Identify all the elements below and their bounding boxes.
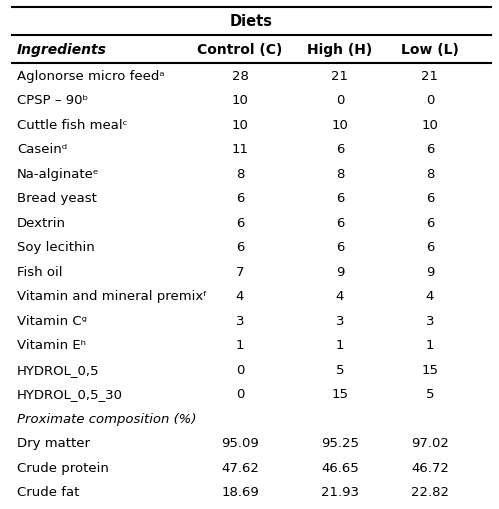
Text: 8: 8 — [426, 167, 434, 180]
Text: 3: 3 — [236, 314, 244, 327]
Text: 4: 4 — [426, 290, 434, 303]
Text: 10: 10 — [232, 94, 249, 107]
Text: 4: 4 — [336, 290, 344, 303]
Text: 5: 5 — [426, 387, 434, 401]
Text: 6: 6 — [236, 192, 244, 205]
Text: Crude protein: Crude protein — [17, 461, 109, 474]
Text: Vitamin Eʰ: Vitamin Eʰ — [17, 338, 86, 352]
Text: Soy lecithin: Soy lecithin — [17, 241, 95, 254]
Text: 1: 1 — [236, 338, 244, 352]
Text: Fish oil: Fish oil — [17, 265, 62, 278]
Text: 6: 6 — [336, 241, 344, 254]
Text: 6: 6 — [426, 143, 434, 156]
Text: Ingredients: Ingredients — [17, 43, 107, 57]
Text: 3: 3 — [336, 314, 344, 327]
Text: Na-alginateᵉ: Na-alginateᵉ — [17, 167, 99, 180]
Text: 21: 21 — [331, 70, 348, 82]
Text: 1: 1 — [426, 338, 434, 352]
Text: 6: 6 — [336, 216, 344, 229]
Text: 46.65: 46.65 — [321, 461, 359, 474]
Text: 15: 15 — [422, 363, 439, 376]
Text: Proximate composition (%): Proximate composition (%) — [17, 412, 197, 425]
Text: 18.69: 18.69 — [221, 485, 259, 498]
Text: 10: 10 — [232, 119, 249, 131]
Text: 21.93: 21.93 — [321, 485, 359, 498]
Text: 0: 0 — [336, 94, 344, 107]
Text: 97.02: 97.02 — [411, 436, 449, 449]
Text: High (H): High (H) — [307, 43, 373, 57]
Text: Control (C): Control (C) — [197, 43, 283, 57]
Text: 28: 28 — [232, 70, 249, 82]
Text: 0: 0 — [236, 363, 244, 376]
Text: 10: 10 — [331, 119, 348, 131]
Text: 8: 8 — [236, 167, 244, 180]
Text: Dry matter: Dry matter — [17, 436, 90, 449]
Text: 95.25: 95.25 — [321, 436, 359, 449]
Text: Aglonorse micro feedᵃ: Aglonorse micro feedᵃ — [17, 70, 165, 82]
Text: 4: 4 — [236, 290, 244, 303]
Text: 9: 9 — [336, 265, 344, 278]
Text: HYDROL_0,5_30: HYDROL_0,5_30 — [17, 387, 123, 401]
Text: 95.09: 95.09 — [221, 436, 259, 449]
Text: HYDROL_0,5: HYDROL_0,5 — [17, 363, 99, 376]
Text: 22.82: 22.82 — [411, 485, 449, 498]
Text: Caseinᵈ: Caseinᵈ — [17, 143, 67, 156]
Text: Dextrin: Dextrin — [17, 216, 66, 229]
Text: 6: 6 — [426, 216, 434, 229]
Text: 6: 6 — [426, 192, 434, 205]
Text: Low (L): Low (L) — [401, 43, 459, 57]
Text: 21: 21 — [422, 70, 439, 82]
Text: 6: 6 — [336, 192, 344, 205]
Text: 11: 11 — [232, 143, 249, 156]
Text: Cuttle fish mealᶜ: Cuttle fish mealᶜ — [17, 119, 128, 131]
Text: 15: 15 — [331, 387, 348, 401]
Text: Diets: Diets — [230, 14, 273, 30]
Text: Vitamin and mineral premixᶠ: Vitamin and mineral premixᶠ — [17, 290, 207, 303]
Text: 7: 7 — [236, 265, 244, 278]
Text: 10: 10 — [422, 119, 439, 131]
Text: 6: 6 — [236, 216, 244, 229]
Text: 47.62: 47.62 — [221, 461, 259, 474]
Text: 5: 5 — [336, 363, 344, 376]
Text: 9: 9 — [426, 265, 434, 278]
Text: Bread yeast: Bread yeast — [17, 192, 97, 205]
Text: 6: 6 — [236, 241, 244, 254]
Text: Crude fat: Crude fat — [17, 485, 79, 498]
Text: CPSP – 90ᵇ: CPSP – 90ᵇ — [17, 94, 88, 107]
Text: 6: 6 — [426, 241, 434, 254]
Text: 0: 0 — [426, 94, 434, 107]
Text: 1: 1 — [336, 338, 344, 352]
Text: 3: 3 — [426, 314, 434, 327]
Text: 6: 6 — [336, 143, 344, 156]
Text: 8: 8 — [336, 167, 344, 180]
Text: Vitamin Cᵍ: Vitamin Cᵍ — [17, 314, 87, 327]
Text: 46.72: 46.72 — [411, 461, 449, 474]
Text: 0: 0 — [236, 387, 244, 401]
